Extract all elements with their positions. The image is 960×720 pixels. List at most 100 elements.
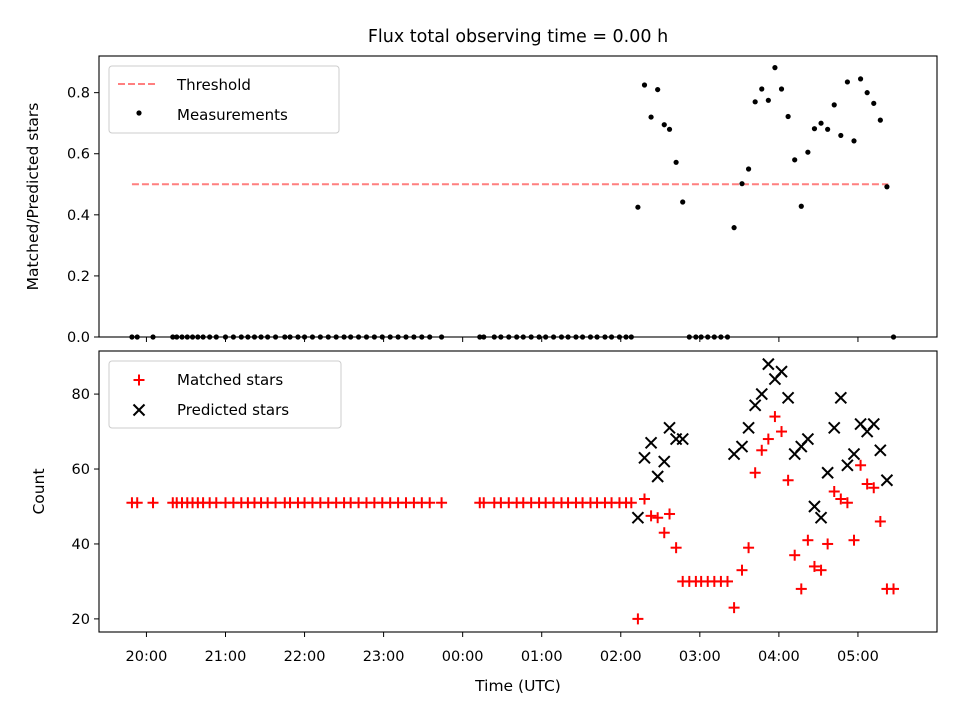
bottom-plot-frame [98,350,938,633]
top-legend: Threshold Measurements [108,65,340,134]
matched-star-point [808,560,820,572]
legend-predicted-marker [132,403,146,417]
predicted-star-point [755,387,768,401]
measurement-point [805,149,811,155]
predicted-star-point [658,455,671,468]
measurement-point [666,126,673,132]
x-tick-label: 01:00 [521,649,563,665]
bottom-y-tick-label: 80 [72,387,90,403]
measurement-point [877,117,883,123]
matched-star-point [776,426,788,438]
top-y-tick-label: 0.8 [67,86,90,102]
bottom-y-tick-label: 60 [72,462,90,478]
matched-star-point [652,512,664,524]
legend-matched-marker [133,374,145,386]
matched-star-point [131,497,143,509]
bottom-y-tick-label: 20 [72,612,90,628]
matched-star-point [270,497,282,509]
matched-star-point [815,564,827,576]
measurement-point [752,99,758,105]
x-tick-label: 21:00 [205,649,247,665]
legend-matched-swatch [133,374,145,386]
measurement-point [648,114,654,120]
measurement-point [825,126,831,132]
bottom-y-ticks: 20 40 60 80 [72,387,99,628]
matched-star-point [848,534,860,546]
top-y-tick-label: 0.0 [67,330,90,346]
top-y-tick-label: 0.2 [67,269,90,285]
matched-star-point [756,444,768,456]
matched-star-point [664,508,676,520]
legend-matched-label: Matched stars [177,371,283,389]
measurement-point [739,181,745,187]
measurement-point [818,120,824,126]
predicted-star-point [762,357,775,371]
bottom-plot-area [126,357,900,625]
predicted-star-point [631,511,645,524]
measurement-point [778,86,785,92]
legend-predicted-swatch [132,403,146,417]
measurement-point [731,225,737,231]
matched-star-point [645,510,657,522]
measurement-point [785,113,791,120]
measurement-point [798,203,804,209]
measurement-point [811,126,818,132]
x-ticks: 20:00 21:00 22:00 23:00 00:00 01:00 02:00 03:00… [126,337,879,665]
matched-star-point [835,493,847,505]
x-tick-label: 02:00 [600,649,642,665]
x-tick-label: 22:00 [284,649,326,665]
bottom-y-axis-label: Count [30,468,48,514]
matched-star-point [424,497,436,509]
matched-star-point [658,527,670,539]
measurement-point [745,166,752,172]
x-tick-label: 03:00 [679,649,721,665]
measurement-point [864,90,870,96]
matched-star-point [736,564,748,576]
measurement-point [759,86,765,92]
measurement-point [844,79,851,85]
bottom-y-tick-label: 40 [72,537,90,553]
predicted-star-point [814,511,828,524]
matched-star-point [638,493,650,505]
predicted-star-point [834,391,848,405]
matched-star-point [828,486,840,497]
matched-star-point [822,538,834,550]
measurement-point [661,122,667,128]
matched-star-point [874,515,886,527]
predicted-star-point [742,421,755,435]
measurement-point [884,184,890,190]
predicted-star-point [880,474,894,487]
top-y-tick-label: 0.6 [67,147,90,163]
predicted-star-point [821,466,834,479]
measurement-point [857,76,864,82]
x-tick-label: 00:00 [442,649,484,665]
measurement-point [673,159,679,165]
top-legend-box [108,65,340,134]
top-plot-frame [98,55,938,338]
matched-star-point [749,467,761,479]
matched-star-point [782,474,794,486]
predicted-star-point [775,365,788,378]
legend-measurements-swatch [136,110,142,116]
predicted-star-point [781,391,795,405]
predicted-star-point [874,444,887,457]
predicted-star-point [841,459,854,472]
legend-threshold-label: Threshold [176,76,251,94]
legend-predicted-label: Predicted stars [177,401,289,419]
matched-star-point [888,583,900,595]
matched-star-point [743,542,755,554]
matched-star-point [841,497,853,509]
measurement-point [831,102,837,108]
top-y-axis-label: Matched/Predicted stars [24,103,42,291]
predicted-star-point [867,417,880,431]
measurement-point [871,100,877,106]
legend-measurements-label: Measurements [177,106,288,124]
predicted-star-point [644,436,658,450]
bottom-legend-box [108,360,342,429]
measurement-point [772,65,778,71]
predicted-star-point [801,432,815,446]
matched-star-point [861,478,873,490]
chart-title: Flux total observing time = 0.00 h [368,27,668,47]
predicted-star-point [638,451,651,464]
